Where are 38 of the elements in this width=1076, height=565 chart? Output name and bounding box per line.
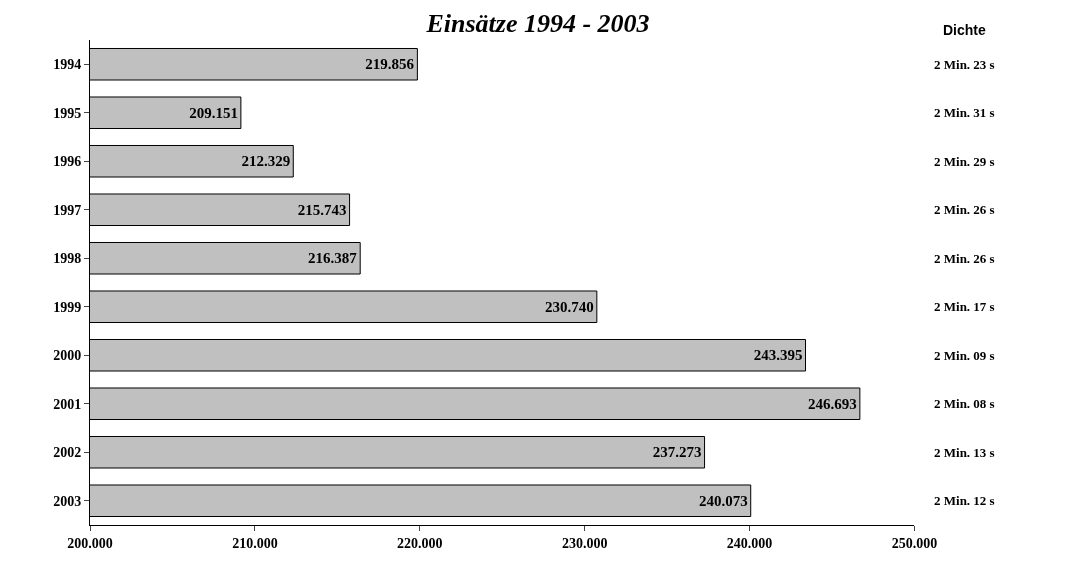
y-tick-label: 1995: [53, 105, 82, 121]
x-tick-label: 220.000: [397, 535, 443, 551]
data-label: 209.151: [189, 104, 238, 121]
y-tick-label: 2003: [53, 493, 82, 509]
y-tick-label: 2001: [53, 396, 82, 412]
data-label: 246.693: [808, 395, 857, 412]
data-label: 219.856: [365, 56, 415, 73]
y-tick-label: 1996: [53, 154, 82, 170]
x-tick-label: 200.000: [67, 535, 113, 551]
x-tick-label: 230.000: [561, 535, 608, 551]
y-tick-label: 2002: [53, 445, 82, 461]
y-tick-label: 2000: [53, 348, 82, 364]
data-label: 215.743: [297, 201, 347, 218]
y-tick-label: 1998: [53, 251, 82, 267]
y-tick-label: 1994: [53, 57, 82, 73]
data-label: 240.073: [698, 492, 748, 509]
x-tick-label: 250.000: [891, 535, 938, 551]
data-label: 230.740: [545, 298, 594, 315]
text: 2 Min. 13 s: [934, 445, 995, 460]
x-tick-label: 240.000: [726, 535, 773, 551]
text: 2 Min. 26 s: [934, 251, 995, 266]
text: 2 Min. 29 s: [934, 154, 995, 169]
y-tick-label: 1999: [53, 299, 82, 315]
text: 2 Min. 23 s: [934, 57, 995, 72]
x-tick-label: 210.000: [232, 535, 278, 551]
text: 2 Min. 31 s: [934, 105, 995, 120]
data-label: 212.329: [241, 153, 291, 170]
text: Dichte: [943, 22, 986, 38]
text: 2 Min. 26 s: [934, 202, 995, 217]
text: 2 Min. 17 s: [934, 299, 995, 314]
y-tick-label: 1997: [53, 202, 82, 218]
data-label: 243.395: [753, 347, 803, 364]
text: 2 Min. 08 s: [934, 396, 995, 411]
data-label: 237.273: [652, 444, 702, 461]
text: 2 Min. 12 s: [934, 493, 995, 508]
text: 2 Min. 09 s: [934, 348, 995, 363]
data-label: 216.387: [307, 250, 358, 267]
chart-title: Einsätze 1994 - 2003: [425, 9, 650, 39]
